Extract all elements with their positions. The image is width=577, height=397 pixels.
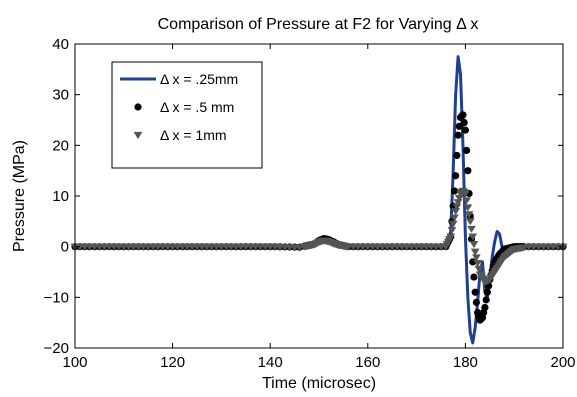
series-marker-1 bbox=[459, 111, 467, 119]
x-tick-label: 200 bbox=[550, 354, 575, 371]
x-tick-label: 100 bbox=[62, 354, 87, 371]
x-axis-label: Time (microsec) bbox=[262, 375, 376, 392]
x-tick-label: 140 bbox=[258, 354, 283, 371]
series-marker-1 bbox=[455, 122, 463, 130]
series-marker-2 bbox=[474, 265, 484, 273]
y-tick-label: 30 bbox=[52, 87, 69, 104]
legend-entry-label: Δ x = .25mm bbox=[160, 71, 238, 87]
x-tick-label: 120 bbox=[160, 354, 185, 371]
series-marker-2 bbox=[468, 233, 478, 241]
series-marker-1 bbox=[460, 118, 468, 127]
legend-entry-label: Δ x = .5 mm bbox=[160, 99, 234, 115]
series-marker-2 bbox=[464, 211, 474, 219]
y-tick-label: 10 bbox=[52, 188, 69, 205]
legend: Δ x = .25mm Δ x = .5 mm Δ x = 1mm bbox=[111, 61, 263, 169]
y-tick-label: 0 bbox=[61, 239, 69, 256]
series-marker-1 bbox=[464, 167, 472, 175]
series-marker-2 bbox=[465, 218, 475, 226]
series-marker-2 bbox=[471, 254, 481, 262]
series-marker-1 bbox=[463, 146, 471, 154]
series-marker-2 bbox=[448, 220, 458, 228]
legend-swatch-marker bbox=[134, 103, 142, 111]
series-marker-2 bbox=[463, 204, 473, 212]
series-marker-1 bbox=[481, 303, 489, 312]
series-marker-2 bbox=[450, 214, 459, 222]
x-tick-label: 180 bbox=[453, 354, 478, 371]
legend-swatch-marker bbox=[133, 131, 143, 139]
series-marker-2 bbox=[467, 225, 476, 233]
series-marker-2 bbox=[446, 233, 456, 241]
series-marker-1 bbox=[450, 187, 459, 195]
series-marker-2 bbox=[447, 227, 457, 235]
series-marker-2 bbox=[470, 248, 480, 256]
y-tick-label: 40 bbox=[52, 36, 69, 53]
series-marker-2 bbox=[451, 208, 461, 216]
series-marker-1 bbox=[454, 131, 462, 139]
series-marker-2 bbox=[462, 197, 472, 205]
series-marker-1 bbox=[452, 172, 460, 180]
chart-title: Comparison of Pressure at F2 for Varying… bbox=[158, 16, 479, 33]
y-tick-label: 20 bbox=[52, 137, 69, 154]
series-marker-1 bbox=[471, 288, 479, 296]
axis-ticks: 100 120 140 160 180 200 −20 −10 0 10 20 30 40 bbox=[44, 36, 576, 371]
series-marker-2 bbox=[473, 260, 482, 268]
x-tick-label: 160 bbox=[355, 354, 380, 371]
plot-area bbox=[70, 55, 568, 345]
y-tick-label: −20 bbox=[44, 340, 69, 357]
series-marker-1 bbox=[461, 126, 469, 134]
axes-box bbox=[74, 43, 564, 349]
series-marker-1 bbox=[482, 296, 490, 304]
series-marker-2 bbox=[453, 199, 463, 207]
y-axis-label: Pressure (MPa) bbox=[11, 140, 28, 252]
y-tick-label: −10 bbox=[44, 289, 69, 306]
series-marker-2 bbox=[461, 190, 470, 198]
series-marker-1 bbox=[470, 273, 478, 281]
series-marker-2 bbox=[452, 203, 462, 211]
series-marker-1 bbox=[472, 298, 480, 306]
series-marker-2 bbox=[295, 244, 304, 252]
series-marker-1 bbox=[453, 151, 461, 160]
series-marker-1 bbox=[483, 288, 491, 296]
series-marker-2 bbox=[454, 194, 464, 202]
legend-entry-label: Δ x = 1mm bbox=[160, 127, 227, 143]
series-marker-2 bbox=[469, 241, 479, 249]
